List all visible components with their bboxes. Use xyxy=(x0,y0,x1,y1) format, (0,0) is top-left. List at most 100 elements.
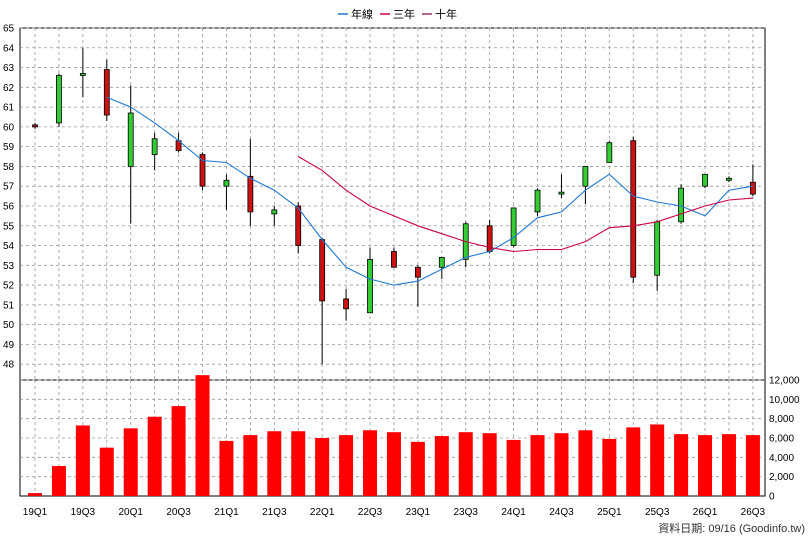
price-tick-label: 56 xyxy=(3,201,15,212)
annual-ma-line xyxy=(106,96,753,286)
volume-tick-label: 8,000 xyxy=(769,414,794,425)
volume-bar xyxy=(339,435,354,496)
candle-body xyxy=(702,173,708,187)
volume-bar xyxy=(578,430,593,496)
candle-body xyxy=(223,179,230,187)
volume-bars xyxy=(28,375,760,496)
price-tick-label: 48 xyxy=(3,360,15,371)
price-tick-label: 53 xyxy=(3,261,15,272)
x-tick-label: 24Q3 xyxy=(549,507,574,518)
price-tick-label: 62 xyxy=(3,83,15,94)
x-tick-label: 21Q1 xyxy=(214,507,239,518)
price-tick-label: 63 xyxy=(3,63,15,74)
volume-bar xyxy=(482,433,497,496)
x-axis: 19Q1 19Q3 20Q1 20Q3 21Q1 21Q3 22Q1 22Q3 23Q1 23Q3… xyxy=(23,507,766,518)
x-tick-label: 20Q1 xyxy=(118,507,143,518)
volume-bar xyxy=(75,425,90,496)
volume-bar xyxy=(745,435,760,496)
candle-body xyxy=(151,138,158,155)
volume-tick-label: 10,000 xyxy=(769,395,800,406)
price-tick-label: 65 xyxy=(3,24,15,35)
volume-bar xyxy=(28,493,42,496)
volume-bar xyxy=(51,466,66,496)
candle-body xyxy=(606,142,613,163)
volume-bar xyxy=(530,435,545,496)
candle-body xyxy=(56,75,62,124)
x-tick-label: 23Q1 xyxy=(406,507,431,518)
price-tick-label: 57 xyxy=(3,182,15,193)
volume-bar xyxy=(315,438,330,496)
candle-body xyxy=(726,177,732,181)
volume-tick-label: 0 xyxy=(769,492,775,503)
x-tick-label: 19Q1 xyxy=(23,507,48,518)
volume-bar xyxy=(410,441,425,496)
candle-body xyxy=(103,69,110,116)
volume-bar xyxy=(195,375,210,496)
legend-label-1: 年線 xyxy=(351,7,373,21)
volume-bar xyxy=(434,436,449,496)
x-tick-label: 25Q1 xyxy=(597,507,622,518)
candle-body xyxy=(630,140,637,278)
price-tick-label: 58 xyxy=(3,162,15,173)
x-tick-label: 23Q3 xyxy=(454,507,479,518)
candlesticks xyxy=(32,47,756,365)
volume-bar xyxy=(243,435,258,496)
volume-bar xyxy=(363,430,378,496)
candle-body xyxy=(534,189,541,213)
x-tick-label: 20Q3 xyxy=(166,507,191,518)
price-tick-label: 60 xyxy=(3,122,15,133)
price-tick-label: 52 xyxy=(3,281,15,292)
three-year-ma-line xyxy=(297,156,753,253)
x-tick-label: 19Q3 xyxy=(71,507,96,518)
candle-body xyxy=(654,221,661,276)
price-tick-label: 59 xyxy=(3,142,15,153)
candle-body xyxy=(247,175,254,213)
volume-bar xyxy=(147,416,162,496)
volume-axis: 0 2,000 4,000 6,000 8,000 10,000 12,000 xyxy=(769,376,800,503)
candle-body xyxy=(678,187,685,223)
x-tick-label: 26Q1 xyxy=(693,507,718,518)
price-axis: 48 49 50 51 52 53 54 55 56 57 58 59 60 61 62 63 64 65 xyxy=(3,24,15,371)
volume-bar xyxy=(219,440,234,496)
volume-tick-label: 6,000 xyxy=(769,434,794,445)
moving-average-lines xyxy=(106,96,753,286)
candle-body xyxy=(414,266,421,278)
legend-label-2: 三年 xyxy=(393,7,415,21)
x-tick-label: 22Q1 xyxy=(310,507,335,518)
volume-bar xyxy=(458,432,473,496)
volume-bar xyxy=(674,434,689,496)
volume-bar xyxy=(554,433,569,496)
x-tick-label: 26Q3 xyxy=(741,507,766,518)
price-tick-label: 55 xyxy=(3,221,15,232)
x-tick-label: 25Q3 xyxy=(645,507,670,518)
volume-bar xyxy=(386,432,401,496)
price-tick-label: 64 xyxy=(3,43,15,54)
volume-bar xyxy=(602,438,617,496)
volume-bar xyxy=(99,447,114,496)
x-tick-label: 22Q3 xyxy=(358,507,383,518)
candle-body xyxy=(582,166,589,187)
legend: 年線 三年 十年 xyxy=(338,7,457,21)
candle-body xyxy=(343,298,349,310)
candle-body xyxy=(319,239,326,302)
price-tick-label: 50 xyxy=(3,320,15,331)
candle-body xyxy=(271,209,278,215)
candle-body xyxy=(367,258,373,314)
price-tick-label: 61 xyxy=(3,103,15,114)
volume-bar xyxy=(506,439,521,496)
volume-bar xyxy=(267,431,282,496)
candle-body xyxy=(558,191,565,195)
price-tick-label: 51 xyxy=(3,300,15,311)
candle-body xyxy=(750,181,756,195)
candle-body xyxy=(32,124,38,128)
candle-body xyxy=(510,207,517,246)
price-tick-label: 49 xyxy=(3,340,15,351)
volume-bar xyxy=(291,431,306,496)
candle-body xyxy=(438,256,445,268)
legend-label-3: 十年 xyxy=(435,7,457,21)
candle-body xyxy=(79,73,86,76)
volume-tick-label: 4,000 xyxy=(769,453,794,464)
candle-body xyxy=(199,154,206,187)
